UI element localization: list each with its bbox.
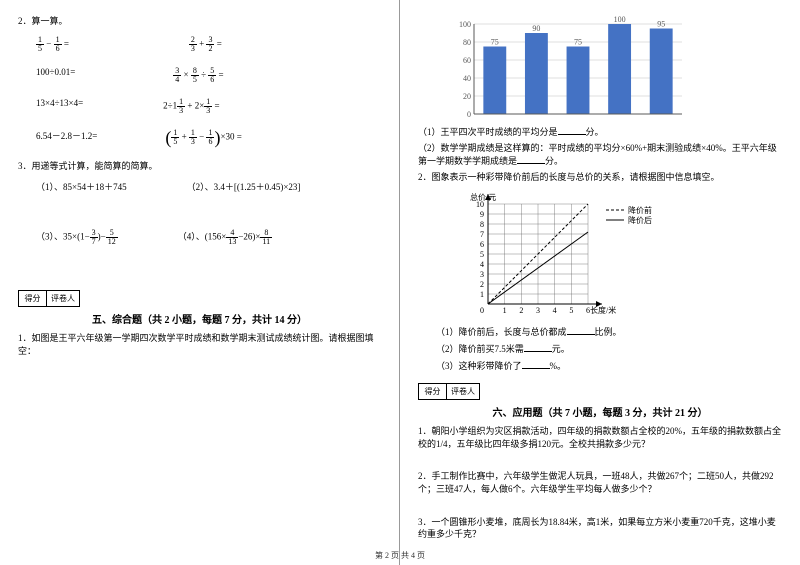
q2-3b: 2÷113 + 2×13 = [163, 98, 219, 115]
q3-3: （3）、35×(1−37)−512 [36, 229, 118, 246]
q5-1: 1．如图是王平六年级第一学期四次数学平时成绩和数学期末测试成绩统计图。请根据图填… [18, 332, 381, 357]
svg-text:7: 7 [480, 230, 484, 239]
svg-text:6: 6 [480, 240, 484, 249]
svg-text:4: 4 [553, 306, 557, 315]
r3: 2．图象表示一种彩带降价前后的长度与总价的关系，请根据图中信息填空。 [418, 171, 782, 184]
line-chart-svg: 123456123456789100总价/元长度/米降价前降价后 [448, 189, 668, 319]
svg-text:5: 5 [480, 250, 484, 259]
svg-text:长度/米: 长度/米 [590, 305, 616, 315]
score-label: 得分 [419, 384, 447, 399]
lc-q3: （3）这种彩带降价了%。 [436, 359, 782, 373]
blank [524, 342, 552, 352]
svg-text:2: 2 [480, 280, 484, 289]
q2-2a: 100÷0.01= [36, 67, 75, 84]
svg-text:80: 80 [463, 38, 471, 47]
svg-text:3: 3 [480, 270, 484, 279]
q2-3a: 13×4÷13×4= [36, 98, 83, 115]
q3-2: （2）、3.4＋[(1.25＋0.45)×23] [187, 180, 301, 193]
q6-3: 3．一个圆锥形小麦堆，底周长为18.84米，高1米，如果每立方米小麦重720千克… [418, 516, 782, 541]
left-column: 2．算一算。 15 − 16 = 23 + 32 = 100÷0.01= 34 … [0, 0, 400, 565]
svg-text:2: 2 [519, 306, 523, 315]
svg-text:20: 20 [463, 92, 471, 101]
q3-4: （4）、(156×413−26)×811 [178, 229, 272, 246]
q3-row-2: （3）、35×(1−37)−512 （4）、(156×413−26)×811 [18, 229, 381, 246]
svg-text:降价前: 降价前 [628, 205, 652, 215]
bar-chart-svg: 0 20 40 60 80 100 75 90 75 100 95 [448, 12, 688, 122]
grader-label: 评卷人 [47, 291, 79, 306]
q2-row-2: 100÷0.01= 34 × 85 ÷ 56 = [18, 67, 381, 84]
q2-row-3: 13×4÷13×4= 2÷113 + 2×13 = [18, 98, 381, 115]
svg-text:100: 100 [614, 15, 626, 24]
section6-title: 六、应用题（共 7 小题，每题 3 分，共计 21 分） [418, 404, 782, 419]
svg-text:75: 75 [574, 38, 582, 47]
svg-text:40: 40 [463, 74, 471, 83]
q2-1b: 23 + 32 = [189, 36, 222, 53]
svg-text:1: 1 [480, 290, 484, 299]
blank [517, 154, 545, 164]
svg-text:9: 9 [480, 210, 484, 219]
svg-text:0: 0 [480, 306, 484, 315]
q2-title: 2．算一算。 [18, 15, 381, 28]
svg-text:3: 3 [536, 306, 540, 315]
score-label: 得分 [19, 291, 47, 306]
q2-4b: (15 + 13 − 16)×30 = [165, 129, 242, 146]
q2-row-4: 6.54－2.8－1.2= (15 + 13 − 16)×30 = [18, 129, 381, 146]
svg-text:90: 90 [532, 24, 540, 33]
q2-2b: 34 × 85 ÷ 56 = [173, 67, 223, 84]
svg-text:75: 75 [491, 38, 499, 47]
lc-q1: （1）降价前后，长度与总价都成比例。 [436, 325, 782, 339]
svg-text:0: 0 [467, 110, 471, 119]
svg-text:100: 100 [459, 20, 471, 29]
q2-row-1: 15 − 16 = 23 + 32 = [18, 36, 381, 53]
q3-1: （1）、85×54＋18＋745 [36, 180, 127, 193]
r2: （2）数学学期成绩是这样算的：平时成绩的平均分×60%+期末测验成绩×40%。王… [418, 142, 782, 168]
q3-title: 3．用递等式计算，能简算的简算。 [18, 160, 381, 173]
svg-text:60: 60 [463, 56, 471, 65]
section5-title: 五、综合题（共 2 小题，每题 7 分，共计 14 分） [18, 311, 381, 326]
r1: （1）王平四次平时成绩的平均分是分。 [418, 125, 782, 139]
svg-text:8: 8 [480, 220, 484, 229]
svg-text:总价/元: 总价/元 [470, 192, 496, 202]
q6-2: 2．手工制作比赛中，六年级学生做泥人玩具，一班48人，共做267个；二班50人，… [418, 470, 782, 495]
line-chart: 123456123456789100总价/元长度/米降价前降价后 [448, 189, 628, 319]
q3-row-1: （1）、85×54＋18＋745 （2）、3.4＋[(1.25＋0.45)×23… [18, 180, 381, 193]
page-footer: 第 2 页 共 4 页 [0, 550, 800, 561]
q2-4a: 6.54－2.8－1.2= [36, 129, 97, 146]
blank [567, 325, 595, 335]
right-column: 02040608010075907510095 （1）王平四次平时成绩的平均分是… [400, 0, 800, 565]
svg-text:4: 4 [480, 260, 484, 269]
bar-chart: 0 20 40 60 80 100 75 90 75 100 95 [448, 12, 688, 122]
svg-text:降价后: 降价后 [628, 215, 652, 225]
svg-text:95: 95 [657, 20, 665, 29]
blank [522, 359, 550, 369]
q6-1: 1．朝阳小学组织为灾区捐款活动，四年级的捐款数额占全校的20%，五年级的捐款数额… [418, 425, 782, 450]
svg-text:5: 5 [569, 306, 573, 315]
score-box-left: 得分 评卷人 [18, 290, 80, 307]
score-box-right: 得分 评卷人 [418, 383, 480, 400]
q2-1a: 15 − 16 = [36, 36, 69, 53]
grader-label: 评卷人 [447, 384, 479, 399]
svg-text:1: 1 [503, 306, 507, 315]
lc-q2: （2）降价前买7.5米需元。 [436, 342, 782, 356]
blank [558, 125, 586, 135]
